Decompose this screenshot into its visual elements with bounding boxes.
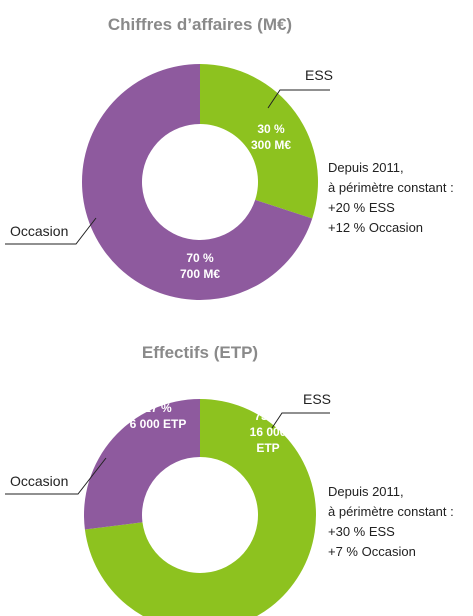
callout-line	[5, 457, 107, 495]
annotation: Depuis 2011,	[328, 484, 404, 499]
amount-label: 300 M€	[251, 138, 291, 152]
category-label: ESS	[303, 391, 331, 407]
amount-label: 700 M€	[180, 267, 220, 281]
category-label: Occasion	[10, 223, 68, 239]
chart-title: Effectifs (ETP)	[142, 343, 258, 362]
annotation: +12 % Occasion	[328, 220, 423, 235]
annotation: à périmètre constant :	[328, 180, 454, 195]
category-label: Occasion	[10, 473, 68, 489]
value-label: 30 %	[257, 122, 285, 136]
annotation: Depuis 2011,	[328, 160, 404, 175]
donut-slice	[84, 399, 316, 616]
donut-slice	[200, 64, 318, 219]
chart-title: Chiffres d’affaires (M€)	[108, 15, 292, 34]
annotation: +7 % Occasion	[328, 544, 416, 559]
callout-line	[267, 89, 330, 109]
amount-label: 16 000	[250, 425, 287, 439]
amount-label: ETP	[256, 441, 279, 455]
category-label: ESS	[305, 67, 333, 83]
annotation: +20 % ESS	[328, 200, 395, 215]
amount-label: 6 000 ETP	[130, 417, 187, 431]
callout-line	[5, 217, 97, 245]
donut-slice	[82, 64, 313, 301]
donut-slice	[84, 399, 200, 530]
annotation: à périmètre constant :	[328, 504, 454, 519]
annotation: +30 % ESS	[328, 524, 395, 539]
callout-line	[271, 412, 330, 429]
value-label: 73 %	[254, 409, 282, 423]
value-label: 27 %	[144, 401, 172, 415]
value-label: 70 %	[186, 251, 214, 265]
